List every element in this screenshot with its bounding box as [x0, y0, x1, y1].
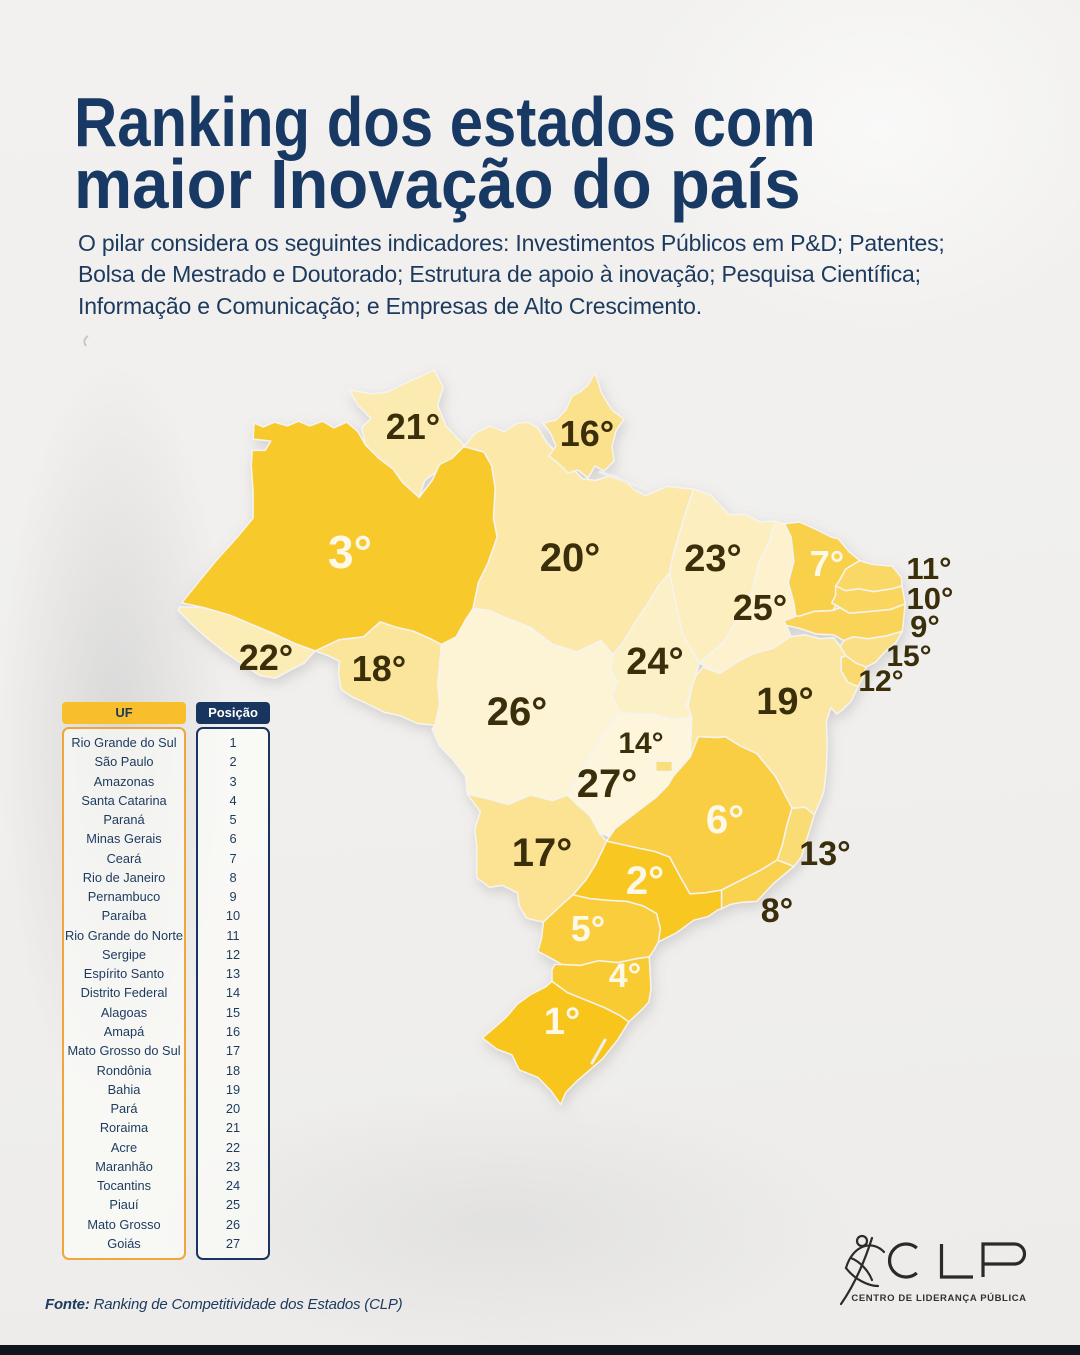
svg-text:1°: 1° [544, 1001, 580, 1043]
svg-text:5°: 5° [571, 908, 605, 949]
svg-text:6°: 6° [706, 798, 744, 842]
svg-text:4°: 4° [609, 957, 642, 995]
svg-text:17°: 17° [512, 831, 573, 875]
svg-text:25°: 25° [733, 587, 787, 628]
svg-text:27°: 27° [577, 762, 638, 806]
svg-text:7°: 7° [810, 543, 844, 584]
svg-text:16°: 16° [560, 413, 614, 454]
svg-text:14°: 14° [618, 727, 663, 760]
svg-text:22°: 22° [239, 637, 293, 678]
svg-text:18°: 18° [352, 648, 406, 689]
svg-text:23°: 23° [684, 538, 741, 580]
svg-text:9°: 9° [910, 609, 940, 644]
svg-text:21°: 21° [386, 406, 440, 447]
svg-text:20°: 20° [540, 536, 601, 580]
svg-text:12°: 12° [858, 665, 903, 698]
svg-text:24°: 24° [626, 641, 683, 683]
svg-text:13°: 13° [799, 835, 850, 873]
svg-text:15°: 15° [886, 640, 931, 673]
svg-text:26°: 26° [487, 690, 548, 734]
svg-text:10°: 10° [907, 581, 954, 616]
svg-text:2°: 2° [626, 859, 664, 903]
svg-text:11°: 11° [906, 551, 951, 586]
svg-text:8°: 8° [761, 892, 794, 930]
svg-text:3°: 3° [328, 526, 372, 578]
svg-text:19°: 19° [756, 681, 813, 723]
